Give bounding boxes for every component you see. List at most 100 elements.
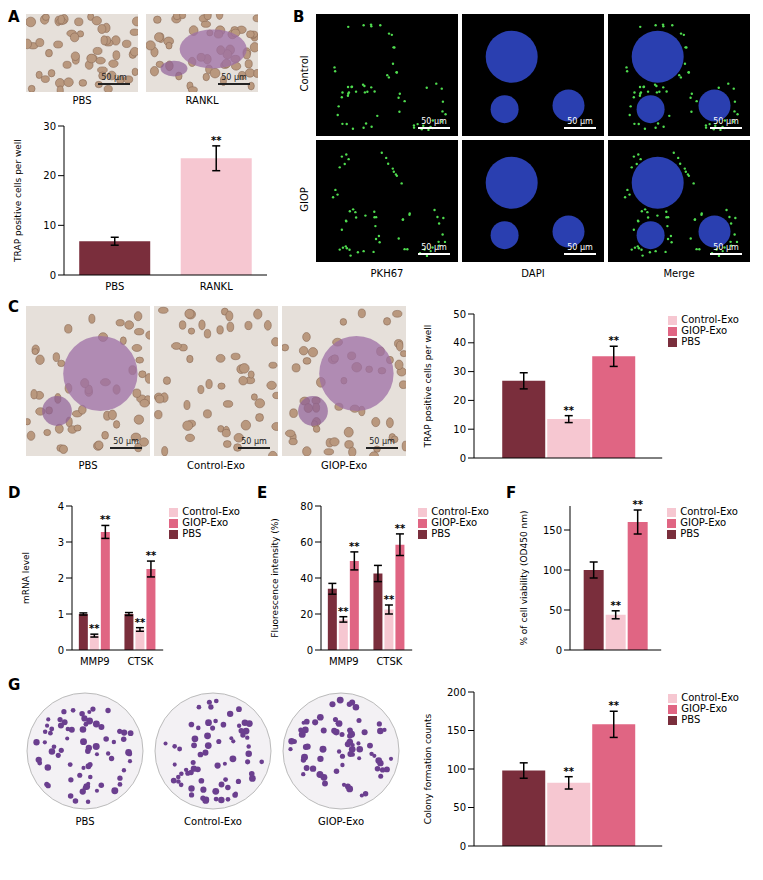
svg-text:50 μm: 50 μm — [421, 243, 447, 252]
svg-text:100: 100 — [543, 565, 562, 576]
html-text:GIOP-Exo: GIOP-Exo — [318, 816, 364, 827]
svg-text:MMP9: MMP9 — [329, 656, 359, 667]
html-text:GIOP-Exo: GIOP-Exo — [431, 517, 478, 528]
svg-text:30: 30 — [43, 121, 56, 132]
svg-text:50 μm: 50 μm — [713, 243, 739, 252]
svg-text:30: 30 — [453, 366, 466, 377]
svg-text:80: 80 — [300, 501, 313, 512]
html-text:Control-Exo: Control-Exo — [681, 692, 739, 703]
svg-text:3: 3 — [58, 537, 64, 548]
svg-text:**: ** — [211, 135, 222, 146]
svg-text:**: ** — [395, 523, 406, 534]
svg-text:**: ** — [608, 700, 619, 711]
html-text:Control-Exo: Control-Exo — [681, 314, 739, 325]
svg-text:**: ** — [89, 623, 100, 634]
svg-text:**: ** — [563, 766, 574, 777]
svg-text:0: 0 — [460, 453, 466, 464]
svg-text:20: 20 — [300, 609, 313, 620]
svg-text:2: 2 — [58, 573, 64, 584]
svg-text:**: ** — [100, 514, 111, 525]
html-text:GIOP-Exo: GIOP-Exo — [321, 460, 367, 471]
html-text:DAPI: DAPI — [521, 268, 545, 279]
html-text:GIOP: GIOP — [298, 187, 310, 212]
svg-text:150: 150 — [447, 725, 466, 736]
html-text:PBS: PBS — [75, 816, 95, 827]
svg-text:Colony formation counts: Colony formation counts — [423, 714, 433, 825]
svg-text:mRNA level: mRNA level — [21, 552, 31, 604]
svg-text:20: 20 — [453, 395, 466, 406]
svg-text:0: 0 — [50, 270, 56, 281]
svg-text:100: 100 — [447, 764, 466, 775]
html-text:RANKL: RANKL — [185, 95, 219, 106]
svg-text:4: 4 — [58, 501, 64, 512]
svg-text:**: ** — [610, 600, 621, 611]
svg-text:50: 50 — [453, 802, 466, 813]
svg-text:**: ** — [384, 594, 395, 605]
svg-text:**: ** — [608, 335, 619, 346]
html-text:PBS: PBS — [182, 528, 202, 539]
svg-text:50 μm: 50 μm — [713, 117, 739, 126]
svg-text:**: ** — [632, 499, 643, 510]
html-text:PBS: PBS — [680, 528, 700, 539]
svg-text:10: 10 — [453, 424, 466, 435]
svg-text:TRAP positive cells per well: TRAP positive cells per well — [13, 139, 23, 263]
html-text:GIOP-Exo: GIOP-Exo — [182, 517, 229, 528]
svg-text:10: 10 — [43, 220, 56, 231]
svg-text:50 μm: 50 μm — [113, 437, 139, 446]
svg-text:PBS: PBS — [105, 281, 124, 292]
html-text:F: F — [506, 484, 517, 502]
html-text:A: A — [8, 8, 20, 26]
html-text:GIOP-Exo: GIOP-Exo — [681, 325, 728, 336]
html-text:PBS: PBS — [72, 95, 92, 106]
svg-text:CTSK: CTSK — [127, 656, 153, 667]
svg-text:50 μm: 50 μm — [421, 117, 447, 126]
svg-text:50 μm: 50 μm — [567, 117, 593, 126]
svg-text:50: 50 — [453, 309, 466, 320]
svg-text:CTSK: CTSK — [376, 656, 402, 667]
html-text:Control-Exo: Control-Exo — [187, 460, 245, 471]
html-text:Control-Exo: Control-Exo — [431, 506, 489, 517]
svg-text:20: 20 — [43, 170, 56, 181]
html-text:Control-Exo: Control-Exo — [182, 506, 240, 517]
svg-text:MMP9: MMP9 — [80, 656, 110, 667]
svg-text:**: ** — [135, 617, 146, 628]
svg-text:RANKL: RANKL — [200, 281, 233, 292]
svg-text:40: 40 — [453, 337, 466, 348]
svg-text:**: ** — [146, 550, 157, 561]
html-text:Control-Exo: Control-Exo — [680, 506, 738, 517]
svg-text:50 μm: 50 μm — [567, 243, 593, 252]
svg-text:60: 60 — [300, 537, 313, 548]
svg-text:50 μm: 50 μm — [221, 73, 247, 82]
html-text:C: C — [8, 298, 19, 316]
html-text:Merge: Merge — [663, 268, 695, 279]
html-text:PBS: PBS — [78, 460, 98, 471]
svg-text:40: 40 — [300, 573, 313, 584]
svg-text:50: 50 — [549, 605, 562, 616]
svg-text:**: ** — [349, 541, 360, 552]
svg-text:200: 200 — [447, 687, 466, 698]
svg-text:**: ** — [563, 405, 574, 416]
svg-text:Fluorescence intensity (%): Fluorescence intensity (%) — [270, 518, 280, 638]
html-text:D: D — [8, 484, 21, 502]
svg-text:1: 1 — [58, 609, 64, 620]
svg-text:0: 0 — [556, 645, 562, 656]
html-text:Control-Exo: Control-Exo — [184, 816, 242, 827]
html-text:Control: Control — [298, 55, 310, 92]
svg-text:0: 0 — [307, 645, 313, 656]
html-text:G: G — [8, 676, 21, 694]
svg-text:0: 0 — [460, 841, 466, 852]
svg-text:50 μm: 50 μm — [101, 73, 127, 82]
svg-text:% of cell viability (OD450 nm): % of cell viability (OD450 nm) — [519, 510, 529, 645]
svg-text:150: 150 — [543, 525, 562, 536]
html-text:E: E — [257, 484, 268, 502]
svg-text:50 μm: 50 μm — [241, 437, 267, 446]
svg-text:TRAP positive cells per well: TRAP positive cells per well — [423, 325, 433, 449]
html-text:PKH67: PKH67 — [370, 268, 404, 279]
svg-text:**: ** — [338, 606, 349, 617]
html-text:B: B — [293, 8, 305, 26]
html-text:PBS: PBS — [681, 336, 701, 347]
html-text:PBS: PBS — [431, 528, 451, 539]
html-text:GIOP-Exo: GIOP-Exo — [680, 517, 727, 528]
svg-text:0: 0 — [58, 645, 64, 656]
svg-text:50 μm: 50 μm — [369, 437, 395, 446]
